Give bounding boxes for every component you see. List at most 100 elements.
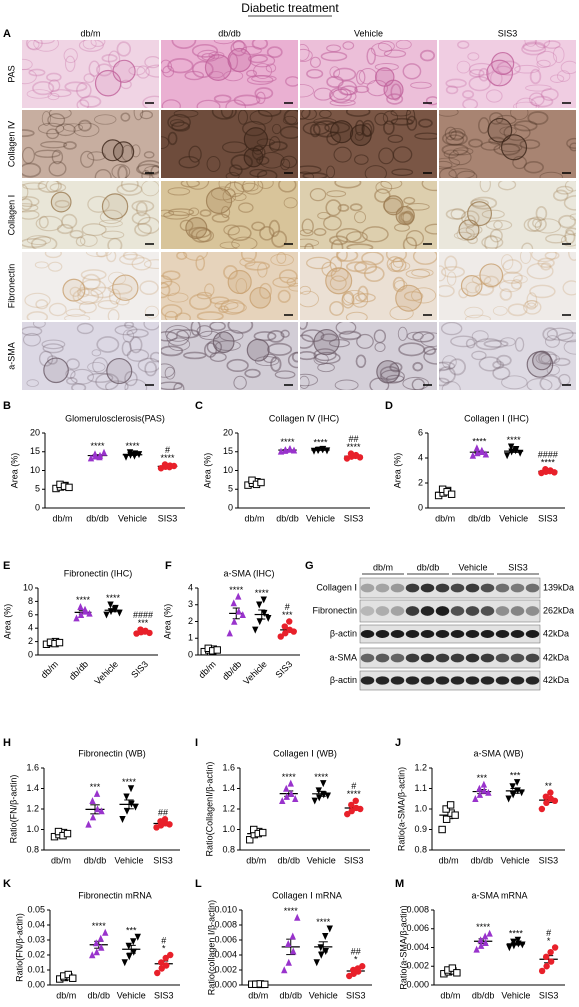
tissue xyxy=(22,322,159,390)
point xyxy=(473,444,481,452)
tubule xyxy=(493,142,521,156)
tubule xyxy=(569,213,576,221)
x-tick-label: SIS3 xyxy=(344,513,364,523)
tubule xyxy=(220,110,234,119)
tubule xyxy=(76,81,92,99)
y-axis-label: Area (%) xyxy=(392,453,402,489)
glomerulus xyxy=(112,141,135,163)
blot-band xyxy=(525,653,540,663)
point xyxy=(551,797,559,804)
glomerulus xyxy=(50,191,72,213)
blot-band xyxy=(510,653,525,663)
tubule xyxy=(191,60,214,79)
tubule xyxy=(81,273,101,291)
point xyxy=(146,629,153,637)
tubule xyxy=(441,381,461,390)
y-tick-label: 10 xyxy=(223,465,233,475)
tubule xyxy=(439,361,456,371)
micrograph xyxy=(439,322,576,390)
y-tick-label: 20 xyxy=(30,427,40,437)
tubule xyxy=(40,140,68,149)
point xyxy=(290,628,297,635)
tubule xyxy=(560,60,576,75)
significance: * xyxy=(162,943,166,953)
y-tick-label: 0.008 xyxy=(406,904,429,914)
point xyxy=(469,451,477,459)
glomerulus xyxy=(185,217,208,240)
tubule xyxy=(134,222,153,237)
x-tick-label: Vehicle xyxy=(118,513,147,523)
point xyxy=(478,448,485,455)
tubule xyxy=(412,361,424,372)
tubule xyxy=(300,44,310,61)
tubule xyxy=(79,279,106,297)
tubule xyxy=(54,199,70,208)
blot-band xyxy=(405,583,420,593)
tubule xyxy=(398,342,426,357)
point xyxy=(512,447,519,455)
tubule xyxy=(557,332,576,343)
tubule xyxy=(223,224,240,236)
tubule xyxy=(462,98,479,108)
tubule xyxy=(481,235,504,249)
tubule xyxy=(26,89,52,99)
micrograph-bg xyxy=(161,322,298,390)
point xyxy=(287,779,294,787)
tubule xyxy=(47,261,63,272)
y-tick-label: 0.8 xyxy=(414,844,427,854)
micrograph xyxy=(161,40,298,108)
micrograph xyxy=(22,322,159,390)
point xyxy=(551,469,558,476)
tubule xyxy=(329,275,347,291)
tubule xyxy=(336,252,348,262)
y-tick-label: 1.0 xyxy=(26,824,39,834)
tubule xyxy=(452,147,474,156)
tubule xyxy=(402,236,418,249)
point xyxy=(352,797,359,804)
blot-strip xyxy=(359,599,541,623)
tubule xyxy=(326,165,336,178)
micrograph xyxy=(161,181,298,249)
y-tick-label: 4 xyxy=(188,582,193,592)
tissue xyxy=(22,110,159,178)
point xyxy=(442,815,451,823)
point xyxy=(281,623,288,630)
tubule xyxy=(259,282,272,300)
tubule xyxy=(514,64,540,74)
chart-title: Fibronectin (IHC) xyxy=(64,568,133,578)
tubule xyxy=(306,68,324,79)
tubule xyxy=(514,337,525,352)
significance: # xyxy=(285,602,290,612)
tubule xyxy=(22,203,39,213)
point xyxy=(260,596,267,604)
glomerulus xyxy=(330,120,354,144)
tubule xyxy=(441,143,469,156)
chart-title: a-SMA (IHC) xyxy=(223,568,274,578)
tubule xyxy=(238,202,254,213)
point xyxy=(128,800,135,808)
significance: **** xyxy=(229,585,244,595)
point xyxy=(89,797,96,804)
tissue xyxy=(161,322,298,390)
tubule xyxy=(22,332,41,347)
tubule xyxy=(178,156,200,169)
tubule xyxy=(524,40,537,47)
chart-title: a-SMA (WB) xyxy=(473,748,523,758)
micrograph xyxy=(439,40,576,108)
tubule xyxy=(461,210,480,226)
x-tick-label: Vehicle xyxy=(114,855,143,865)
tubule xyxy=(329,300,344,316)
tubule xyxy=(214,300,239,311)
point xyxy=(447,490,456,498)
column-header: Vehicle xyxy=(354,28,383,38)
x-tick-label: db/m xyxy=(51,855,71,865)
tubule xyxy=(77,287,104,304)
blot-band xyxy=(450,583,465,593)
tubule xyxy=(22,184,29,201)
tubule xyxy=(510,110,529,120)
column-header: db/m xyxy=(80,28,100,38)
tubule xyxy=(223,302,247,314)
tubule xyxy=(168,337,191,352)
micrograph xyxy=(300,40,437,108)
tubule xyxy=(445,85,459,95)
